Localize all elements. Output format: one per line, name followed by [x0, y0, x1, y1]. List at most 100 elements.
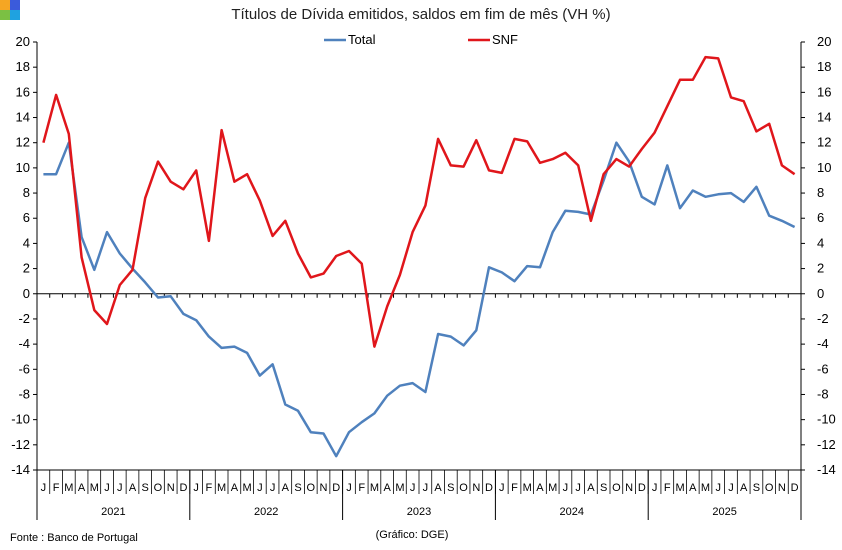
y-tick-label-right: 2 — [817, 261, 824, 276]
y-tick-label-left: -8 — [18, 386, 30, 401]
month-label: M — [243, 482, 252, 494]
month-label: J — [423, 482, 429, 494]
y-axis-left: -14 -12 -10 -8 -6 -4 -2 0 2 4 6 8 10 12 14 16 18 20 — [11, 34, 37, 477]
y-tick-label-right: -10 — [817, 412, 836, 427]
y-tick-label-left: -12 — [11, 437, 30, 452]
y-tick-label-right: -2 — [817, 311, 829, 326]
y-tick-label-left: 16 — [16, 84, 30, 99]
year-label: 2024 — [560, 506, 584, 518]
year-label: 2025 — [712, 506, 736, 518]
logo-square — [10, 0, 20, 10]
month-label: M — [548, 482, 557, 494]
month-label: F — [511, 482, 518, 494]
logo-square — [0, 10, 10, 20]
legend: Total SNF — [324, 32, 518, 47]
y-tick-label-right: 20 — [817, 34, 831, 49]
month-label: A — [536, 482, 544, 494]
month-label: O — [306, 482, 315, 494]
dge-logo-icon — [0, 0, 20, 20]
y-tick-label-left: 20 — [16, 34, 30, 49]
month-label: D — [638, 482, 646, 494]
month-label: S — [142, 482, 149, 494]
month-label: J — [41, 482, 47, 494]
y-tick-label-left: -10 — [11, 412, 30, 427]
month-label: F — [206, 482, 213, 494]
month-label: M — [370, 482, 379, 494]
month-label: A — [383, 482, 391, 494]
y-tick-label-left: 18 — [16, 59, 30, 74]
month-label: J — [410, 482, 416, 494]
month-label: O — [154, 482, 163, 494]
month-label: M — [64, 482, 73, 494]
month-label: J — [715, 482, 721, 494]
y-tick-label-right: 12 — [817, 135, 831, 150]
month-label: S — [294, 482, 301, 494]
y-tick-label-right: -8 — [817, 386, 829, 401]
month-label: S — [600, 482, 607, 494]
month-label: N — [625, 482, 633, 494]
y-tick-label-right: 0 — [817, 286, 824, 301]
y-tick-label-right: -14 — [817, 462, 836, 477]
y-tick-label-left: 8 — [23, 185, 30, 200]
month-label: J — [193, 482, 199, 494]
month-label: D — [485, 482, 493, 494]
y-tick-label-left: 14 — [16, 110, 30, 125]
y-tick-label-right: -4 — [817, 336, 829, 351]
month-label: M — [217, 482, 226, 494]
month-label: M — [523, 482, 532, 494]
y-tick-label-right: 4 — [817, 235, 824, 250]
month-label: J — [257, 482, 263, 494]
month-label: A — [740, 482, 748, 494]
month-label: M — [90, 482, 99, 494]
month-label: A — [78, 482, 86, 494]
month-label: J — [563, 482, 569, 494]
y-tick-label-left: 4 — [23, 235, 30, 250]
series-line-snf — [42, 55, 796, 348]
month-label: S — [753, 482, 760, 494]
month-label: J — [499, 482, 505, 494]
month-label: A — [129, 482, 137, 494]
month-label: S — [447, 482, 454, 494]
y-tick-label-right: 6 — [817, 210, 824, 225]
y-axis-right: -14 -12 -10 -8 -6 -4 -2 0 2 4 6 8 10 12 14 16 18 20 — [801, 34, 836, 477]
month-label: M — [675, 482, 684, 494]
month-label: J — [728, 482, 734, 494]
month-label: F — [664, 482, 671, 494]
y-tick-label-left: 12 — [16, 135, 30, 150]
source-note: Fonte : Banco de Portugal — [10, 532, 138, 544]
month-label: J — [346, 482, 352, 494]
year-label: 2021 — [101, 506, 125, 518]
chart-title: Títulos de Dívida emitidos, saldos em fi… — [231, 6, 610, 23]
month-label: N — [472, 482, 480, 494]
y-tick-label-left: 6 — [23, 210, 30, 225]
month-label: M — [395, 482, 404, 494]
series-line-total — [43, 141, 796, 458]
series-lines — [42, 55, 796, 458]
y-tick-label-right: 18 — [817, 59, 831, 74]
logo-square — [0, 0, 10, 10]
month-label: F — [53, 482, 60, 494]
month-label: J — [652, 482, 658, 494]
y-tick-label-left: 2 — [23, 261, 30, 276]
y-tick-label-left: 10 — [16, 160, 30, 175]
logo-square — [10, 10, 20, 20]
month-label: A — [282, 482, 290, 494]
month-label: A — [231, 482, 239, 494]
month-label: J — [270, 482, 276, 494]
month-label: J — [117, 482, 123, 494]
axes — [36, 42, 802, 471]
month-label: O — [612, 482, 621, 494]
month-label: N — [778, 482, 786, 494]
month-label: J — [104, 482, 110, 494]
month-label: F — [358, 482, 365, 494]
y-tick-label-left: -6 — [18, 361, 30, 376]
chart-credit: (Gráfico: DGE) — [376, 529, 449, 541]
y-tick-label-left: 0 — [23, 286, 30, 301]
y-tick-label-left: -14 — [11, 462, 30, 477]
month-label: M — [701, 482, 710, 494]
month-label: D — [332, 482, 340, 494]
y-tick-label-left: -2 — [18, 311, 30, 326]
month-label: J — [575, 482, 581, 494]
month-label: A — [434, 482, 442, 494]
